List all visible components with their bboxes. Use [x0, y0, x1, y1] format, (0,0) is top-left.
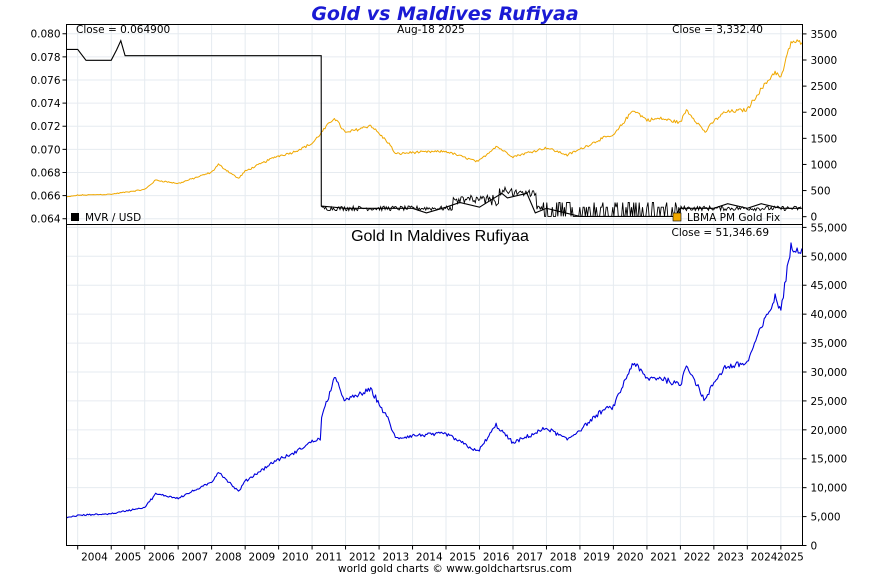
right-tick-label: 3500 [811, 29, 838, 41]
x-tick-label-2015: 2015 [449, 552, 476, 564]
x-tick-label-2005: 2005 [115, 552, 142, 564]
footer-credit: world gold charts © www.goldchartsrus.co… [338, 563, 572, 575]
x-tick-label-2017: 2017 [516, 552, 543, 564]
bottom-panel-title: Gold In Maldives Rufiyaa [351, 228, 529, 245]
legend-swatch-mvr [71, 213, 79, 221]
x-tick-label-2010: 2010 [282, 552, 309, 564]
x-tick-label-2019: 2019 [583, 552, 610, 564]
x-tick-label-2014: 2014 [416, 552, 443, 564]
left-tick-label: 0.068 [30, 167, 60, 179]
bottom-panel-frame [66, 224, 803, 546]
legend-gold: LBMA PM Gold Fix [687, 212, 780, 224]
left-close-label: Close = 0.064900 [76, 24, 170, 36]
right-tick-label: 500 [811, 186, 831, 198]
bottom-tick-label: 35,000 [811, 338, 848, 350]
axis-ticks: 2004 2005 2006 2007 2008 2009 2010 2011 2012 2013… [30, 29, 847, 564]
right-tick-label: 0 [811, 212, 818, 224]
x-tick-label-2022: 2022 [684, 552, 711, 564]
bottom-tick-label: 0 [811, 541, 818, 553]
left-tick-label: 0.072 [30, 121, 60, 133]
x-tick-label-2006: 2006 [148, 552, 175, 564]
bottom-panel-series [66, 242, 803, 519]
series-gold-in-mvr-line [66, 242, 803, 519]
x-tick-label-2016: 2016 [483, 552, 510, 564]
bottom-tick-label: 25,000 [811, 396, 848, 408]
top-panel-series [66, 39, 803, 217]
top-panel-grid [66, 24, 803, 225]
bottom-close-label: Close = 51,346.69 [671, 227, 769, 239]
x-tick-label-2025: 2025 [777, 552, 804, 564]
x-tick-label-2023: 2023 [717, 552, 744, 564]
left-tick-label: 0.080 [30, 29, 60, 41]
left-tick-label: 0.074 [30, 98, 60, 110]
x-tick-label-2007: 2007 [182, 552, 209, 564]
date-label: Aug-18 2025 [397, 24, 465, 36]
right-tick-label: 1500 [811, 133, 838, 145]
left-tick-label: 0.064 [30, 214, 60, 226]
x-tick-label-2024: 2024 [751, 552, 778, 564]
series-mvr-usd-line [66, 39, 802, 217]
right-tick-label: 2000 [811, 107, 838, 119]
x-tick-label-2008: 2008 [215, 552, 242, 564]
x-tick-label-2009: 2009 [249, 552, 276, 564]
right-tick-label: 2500 [811, 81, 838, 93]
series-mvr-usd-noise [321, 185, 802, 217]
x-tick-label-2011: 2011 [315, 552, 342, 564]
x-tick-label-2018: 2018 [550, 552, 577, 564]
bottom-tick-label: 15,000 [811, 454, 848, 466]
left-tick-label: 0.070 [30, 144, 60, 156]
right-tick-label: 1000 [811, 159, 838, 171]
bottom-tick-label: 20,000 [811, 425, 848, 437]
left-tick-label: 0.076 [30, 75, 60, 87]
x-tick-label-2020: 2020 [617, 552, 644, 564]
series-gold-fix-line [66, 39, 803, 198]
bottom-tick-label: 5,000 [811, 512, 841, 524]
legend-swatch-gold [672, 212, 682, 222]
top-panel-frame [66, 24, 803, 225]
bottom-tick-label: 50,000 [811, 251, 848, 263]
bottom-tick-label: 45,000 [811, 280, 848, 292]
bottom-tick-label: 30,000 [811, 367, 848, 379]
left-tick-label: 0.078 [30, 52, 60, 64]
right-tick-label: 3000 [811, 55, 838, 67]
left-tick-label: 0.066 [30, 191, 60, 203]
right-close-label: Close = 3,332.40 [672, 24, 763, 36]
bottom-panel-grid [66, 224, 803, 546]
x-tick-label-2013: 2013 [382, 552, 409, 564]
x-tick-label-2012: 2012 [349, 552, 376, 564]
x-tick-label-2021: 2021 [650, 552, 677, 564]
legend-mvr: MVR / USD [85, 212, 141, 224]
bottom-tick-label: 55,000 [811, 222, 848, 234]
x-tick-label-2004: 2004 [81, 552, 108, 564]
bottom-tick-label: 10,000 [811, 483, 848, 495]
bottom-tick-label: 40,000 [811, 309, 848, 321]
chart-title: Gold vs Maldives Rufiyaa [311, 3, 578, 25]
